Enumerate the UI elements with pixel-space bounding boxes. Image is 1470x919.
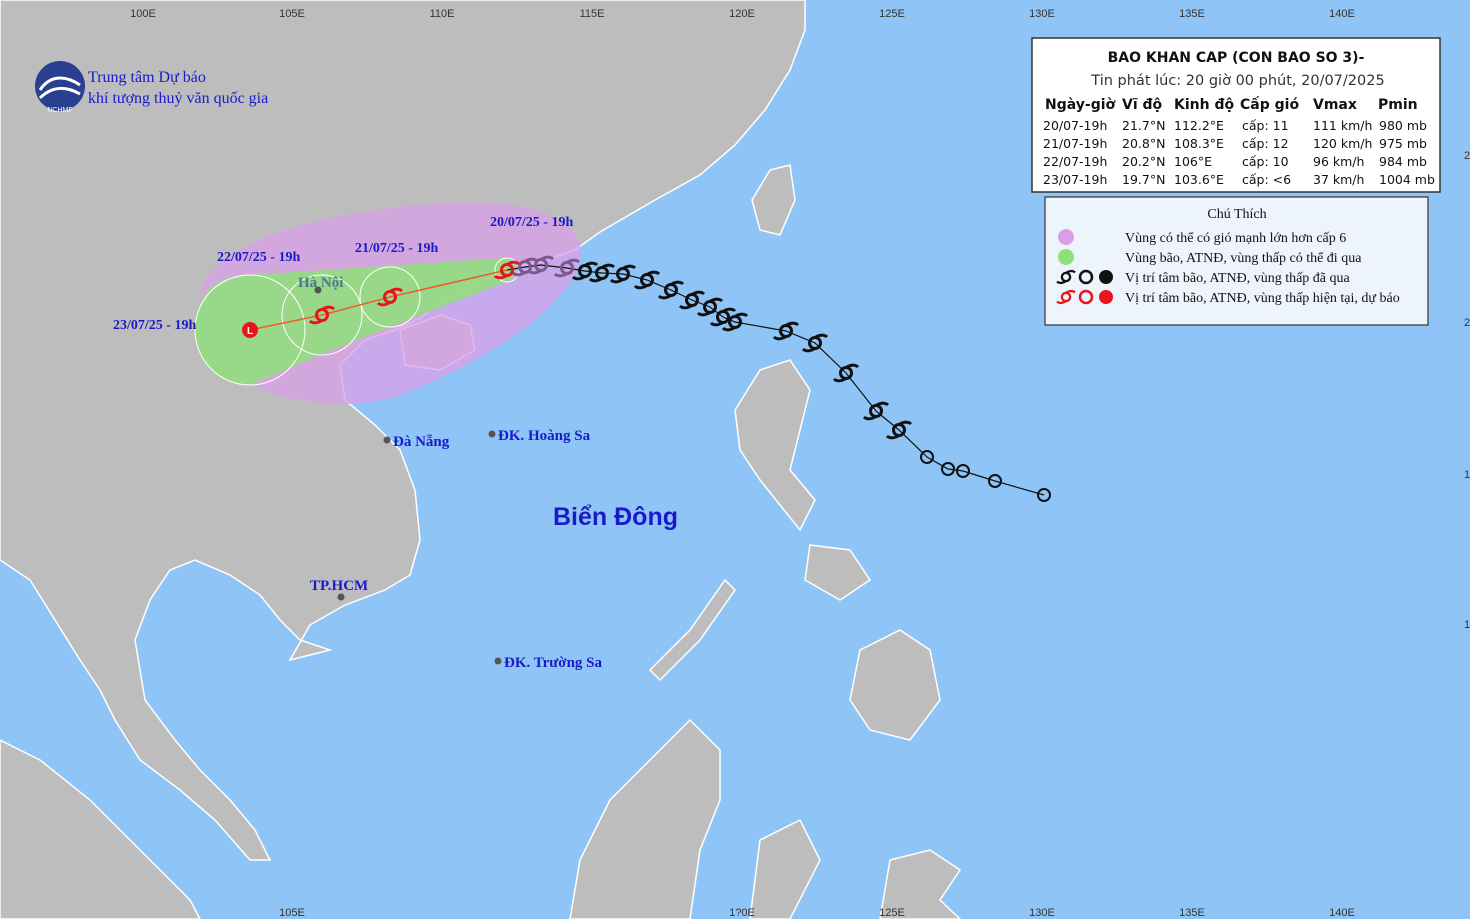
lon-label: 125E xyxy=(879,8,905,20)
forecast-labels: 20/07/25 - 19h 21/07/25 - 19h 22/07/25 -… xyxy=(113,215,573,333)
table-cell: cấp: 11 xyxy=(1242,118,1289,133)
table-cell: 20/07-19h xyxy=(1043,118,1107,133)
bulletin-panel: BAO KHAN CAP (CON BAO SO 3)- Tin phát lú… xyxy=(1031,37,1441,193)
lat-label: 1 xyxy=(1464,469,1470,481)
place-label: Hà Nội xyxy=(298,275,343,291)
table-cell: 37 km/h xyxy=(1313,172,1364,187)
org-name: Trung tâm Dự báo xyxy=(88,69,206,86)
lon-label: 105E xyxy=(279,8,305,20)
lon-label: 135E xyxy=(1179,907,1205,919)
table-cell: 19.7°N xyxy=(1122,172,1165,187)
forecast-label: 20/07/25 - 19h xyxy=(490,215,573,230)
legend-title: Chú Thích xyxy=(1207,207,1266,222)
storm-zone xyxy=(195,258,517,385)
table-cell: 21.7°N xyxy=(1122,118,1165,133)
place-label: TP.HCM xyxy=(310,578,368,594)
column-header: Vĩ độ xyxy=(1122,97,1163,113)
legend-item: Vị trí tâm bão, ATNĐ, vùng thấp hiện tại… xyxy=(1125,291,1400,306)
forecast-label: 21/07/25 - 19h xyxy=(355,241,438,256)
legend: Chú Thích Vùng có thể có gió mạnh lớn hơ… xyxy=(1044,196,1429,326)
lat-label: 2 xyxy=(1464,150,1470,162)
lat-label: 2 xyxy=(1464,317,1470,329)
lon-label: 130E xyxy=(1029,907,1055,919)
table-cell: 975 mb xyxy=(1379,136,1427,151)
column-header: Ngày-giờ xyxy=(1045,97,1116,113)
table-cell: 20.8°N xyxy=(1122,136,1165,151)
lon-label: 135E xyxy=(1179,8,1205,20)
past-depression-icon xyxy=(956,464,970,478)
table-cell: 103.6°E xyxy=(1174,172,1224,187)
table-cell: 108.3°E xyxy=(1174,136,1224,151)
past-depression-icon xyxy=(1037,488,1051,502)
lon-label: 115E xyxy=(580,8,605,20)
column-header: Cấp gió xyxy=(1240,96,1299,113)
past-depression-icon xyxy=(988,474,1002,488)
forecast-low-icon xyxy=(242,322,258,338)
table-cell: cấp: 12 xyxy=(1242,136,1289,151)
place-label: ĐK. Hoàng Sa xyxy=(498,428,591,444)
place-label: ĐK. Trường Sa xyxy=(504,655,603,671)
column-header: Pmin xyxy=(1378,97,1418,113)
table-cell: 984 mb xyxy=(1379,154,1427,169)
table-cell: 20.2°N xyxy=(1122,154,1165,169)
forecast-label: 22/07/25 - 19h xyxy=(217,250,300,265)
sea-label: Biển Đông xyxy=(553,503,678,531)
column-header: Kinh độ xyxy=(1174,97,1234,113)
logo: NCHMF Trung tâm Dự báo khí tượng thuỷ vă… xyxy=(35,61,268,114)
lon-label: 140E xyxy=(1329,907,1355,919)
low-letter: L xyxy=(247,326,253,337)
lon-label: 140E xyxy=(1329,8,1355,20)
lon-label: 110E xyxy=(430,8,455,20)
places: Hà Nội Đà Nẵng ĐK. Hoàng Sa TP.HCM ĐK. T… xyxy=(298,275,678,671)
table-cell: cấp: 10 xyxy=(1242,154,1289,169)
table-cell: cấp: <6 xyxy=(1242,172,1291,187)
table-cell: 112.2°E xyxy=(1174,118,1224,133)
legend-item: Vùng có thể có gió mạnh lớn hơn cấp 6 xyxy=(1125,231,1346,246)
table-cell: 980 mb xyxy=(1379,118,1427,133)
bulletin-issued: Tin phát lúc: 20 giờ 00 phút, 20/07/2025 xyxy=(1090,73,1384,89)
past-depression-icon xyxy=(941,462,955,476)
table-cell: 106°E xyxy=(1174,154,1212,169)
logo-emblem xyxy=(35,61,85,111)
column-header: Vmax xyxy=(1313,97,1357,113)
lon-label: 120E xyxy=(729,8,755,20)
legend-item: Vị trí tâm bão, ATNĐ, vùng thấp đã qua xyxy=(1125,271,1351,286)
org-name: khí tượng thuỷ văn quốc gia xyxy=(88,90,268,107)
lon-label: 100E xyxy=(130,8,156,20)
forecast-track xyxy=(249,269,508,331)
lon-label: 125E xyxy=(879,907,905,919)
table-cell: 96 km/h xyxy=(1313,154,1364,169)
table-cell: 21/07-19h xyxy=(1043,136,1107,151)
logo-text: NCHMF xyxy=(47,107,72,114)
lon-label: 130E xyxy=(1029,8,1055,20)
place-label: Đà Nẵng xyxy=(393,434,450,450)
table-cell: 23/07-19h xyxy=(1043,172,1107,187)
table-cell: 120 km/h xyxy=(1313,136,1372,151)
table-cell: 111 km/h xyxy=(1313,118,1372,133)
lat-label: 1 xyxy=(1464,619,1470,631)
bulletin-table: Ngày-giờ Vĩ độ Kinh độ Cấp gió Vmax Pmin 20/07… xyxy=(1043,96,1435,187)
lon-label: 1?0E xyxy=(729,907,755,919)
table-cell: 22/07-19h xyxy=(1043,154,1107,169)
table-cell: 1004 mb xyxy=(1379,172,1435,187)
forecast-label: 23/07/25 - 19h xyxy=(113,318,196,333)
legend-item: Vùng bão, ATNĐ, vùng thấp có thể đi qua xyxy=(1125,251,1362,266)
lon-label: 105E xyxy=(279,907,305,919)
forecast-positions: L xyxy=(242,260,521,338)
bulletin-title: BAO KHAN CAP (CON BAO SO 3)- xyxy=(1108,50,1365,66)
past-positions xyxy=(511,255,1051,502)
graticule-labels: 100E 105E 110E 115E 120E 125E 130E 135E 140E 105E… xyxy=(130,8,1470,919)
past-depression-icon xyxy=(920,450,934,464)
